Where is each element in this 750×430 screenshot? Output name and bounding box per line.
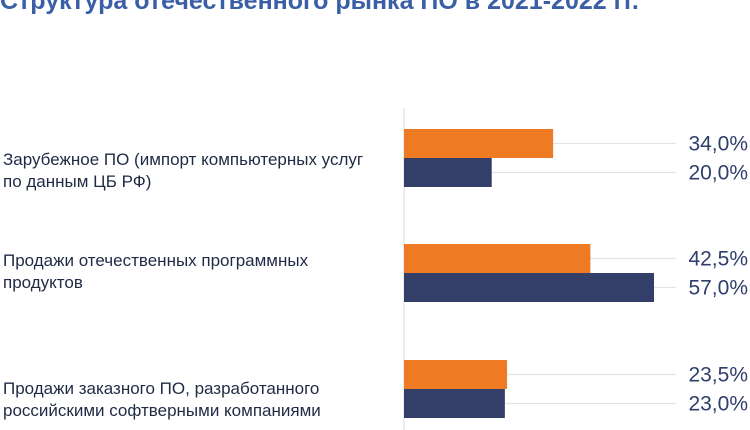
value-label-s0-c0: 34,0% <box>688 133 748 156</box>
bar-s1-c0 <box>404 158 492 187</box>
bar-s0-c0 <box>404 129 554 158</box>
value-label-s0-c1: 42,5% <box>688 248 748 271</box>
value-label-s1-c2: 23,0% <box>688 393 748 416</box>
bar-s1-c1 <box>404 273 654 302</box>
value-label-s0-c2: 23,5% <box>688 364 748 387</box>
value-label-s1-c0: 20,0% <box>688 162 748 185</box>
bar-s0-c1 <box>404 244 591 273</box>
bar-s1-c2 <box>404 389 505 418</box>
value-label-s1-c1: 57,0% <box>688 277 748 300</box>
bar-s0-c2 <box>404 360 508 389</box>
category-label-foreign-software: Зарубежное ПО (импорт компьютерных услуг… <box>3 150 364 191</box>
chart-title: Структура отечественного рынка ПО в 2021… <box>0 0 639 15</box>
category-label-domestic-products: Продажи отечественных программных продук… <box>3 251 309 292</box>
category-label-custom-software: Продажи заказного ПО, разработанного рос… <box>3 379 321 420</box>
